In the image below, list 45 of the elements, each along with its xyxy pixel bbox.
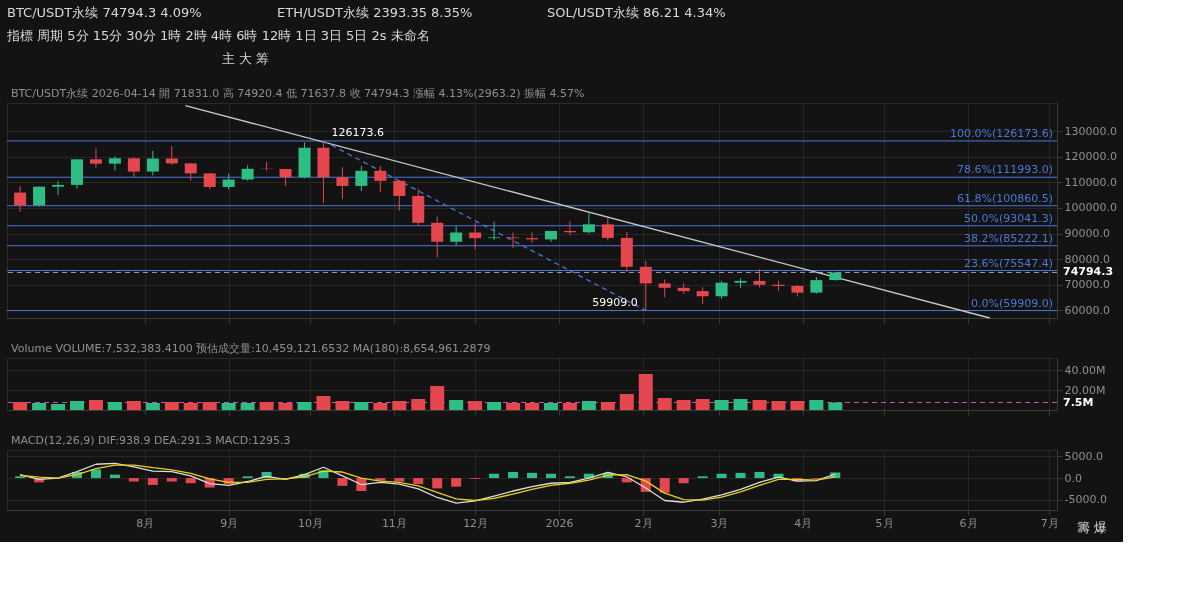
ref-line-label: 61.8%(100860.5) (956, 191, 1053, 205)
x-tick-label: 4月 (794, 516, 813, 530)
y-tick-label: 40.00M (1064, 363, 1106, 377)
x-tick-label: 11月 (381, 516, 407, 530)
ref-line-label: 78.6%(111993.0) (956, 163, 1053, 177)
ref-line-label: 74794.3 (1063, 265, 1114, 279)
x-tick-label: 2026 (545, 516, 574, 530)
y-tick-label: 60000.0 (1064, 303, 1110, 317)
ref-line-label: 50.0%(93041.3) (963, 211, 1053, 225)
y-tick-label: 5000.0 (1064, 449, 1103, 463)
x-tick-label: 8月 (136, 516, 155, 530)
x-tick-label: 5月 (875, 516, 894, 530)
text: 籌 爆 (1077, 520, 1108, 535)
text: ETH/USDT永续 2393.35 8.35% (277, 5, 473, 20)
ref-line-label: 23.6%(75547.4) (963, 256, 1053, 270)
y-tick-label: 90000.0 (1064, 227, 1110, 241)
y-tick-label: 70000.0 (1064, 278, 1110, 292)
ref-line-label: 100.0%(126173.6) (949, 126, 1053, 140)
y-tick-label: 110000.0 (1064, 175, 1117, 189)
y-tick-label: -5000.0 (1064, 493, 1107, 507)
text: BTC/USDT永续 74794.3 4.09% (7, 5, 202, 20)
x-tick-label: 10月 (297, 516, 323, 530)
ref-line-label: 0.0%(59909.0) (970, 296, 1053, 310)
x-tick-label: 6月 (959, 516, 978, 530)
y-tick-label: 80000.0 (1064, 252, 1110, 266)
annotation: 59909.0 (592, 295, 638, 309)
y-tick-label: 100000.0 (1064, 201, 1117, 215)
x-tick-label: 9月 (220, 516, 239, 530)
ref-line-label: 7.5M (1063, 395, 1094, 409)
x-tick-label: 12月 (463, 516, 489, 530)
x-tick-label: 7月 (1040, 516, 1059, 530)
y-tick-label: 120000.0 (1064, 150, 1117, 164)
chart-title: BTC/USDT永续 2026-04-14 開 71831.0 高 74920.4 低 71637.8 收 74794.3 漲幅 4.13%(2963.2) 振幅 4.57% (11, 87, 585, 100)
chart-title: MACD(12,26,9) DIF:938.9 DEA:291.3 MACD:1295.3 (11, 434, 291, 447)
y-tick-label: 0.0 (1064, 471, 1082, 485)
y-tick-label: 130000.0 (1064, 124, 1117, 138)
y-tick-label: 20.00M (1064, 383, 1106, 397)
ref-line-label: 38.2%(85222.1) (963, 231, 1053, 245)
text: SOL/USDT永续 86.21 4.34% (547, 5, 726, 20)
text: 主 大 筹 (222, 51, 270, 66)
chart-title: Volume VOLUME:7,532,383.4100 预估成交量:10,459,121.6532 MA(180):8,654,961.2879 (11, 342, 491, 355)
annotation: 126173.6 (331, 125, 384, 139)
text: 指標 周期 5分 15分 30分 1時 2時 4時 6時 12時 1日 3日 5日 2s 未命名 (6, 28, 430, 43)
x-tick-label: 2月 (634, 516, 653, 530)
x-tick-label: 3月 (710, 516, 729, 530)
